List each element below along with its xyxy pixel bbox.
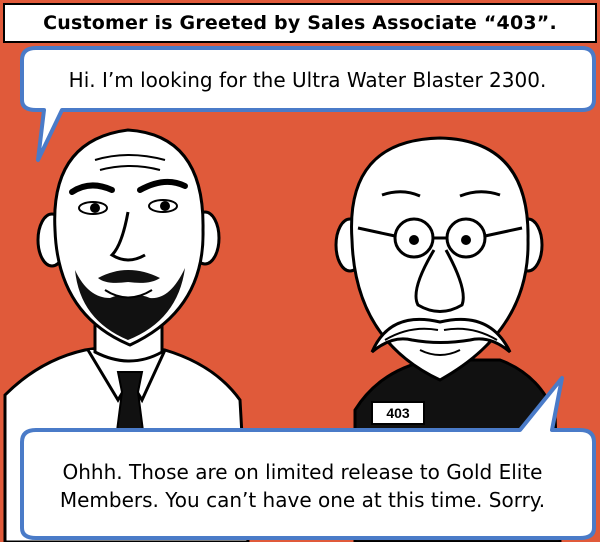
name-badge <box>371 401 425 425</box>
badge-number: 403 <box>386 405 410 421</box>
customer-speech-text: Hi. I’m looking for the Ultra Water Blas… <box>68 68 547 92</box>
panel-caption: Customer is Greeted by Sales Associate “… <box>3 3 597 43</box>
customer-speech-bubble <box>20 46 596 162</box>
associate-speech-bubble <box>20 376 596 540</box>
associate-speech-text: Ohhh. Those are on limited release to Go… <box>59 460 546 512</box>
